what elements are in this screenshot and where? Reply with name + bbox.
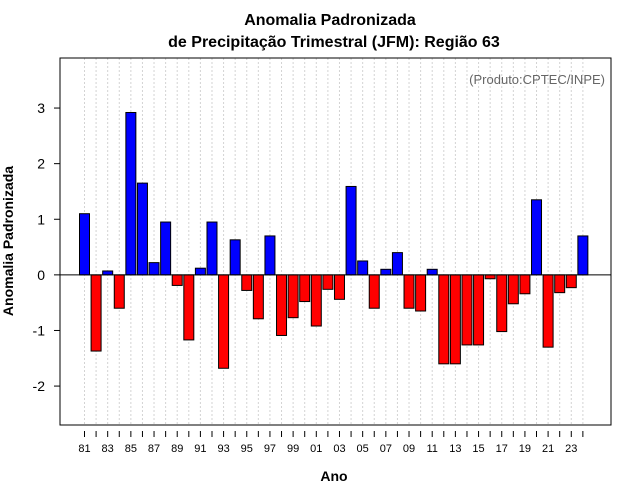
bar-1990 xyxy=(183,274,195,341)
vertical-gridlines xyxy=(84,58,584,425)
chart-title: Anomalia Padronizada xyxy=(244,12,416,29)
xtick-label: 21 xyxy=(542,443,554,455)
y-axis-ticks: -2 -1 0 1 2 3 xyxy=(33,100,60,394)
xtick-label: 81 xyxy=(78,443,90,455)
bar-2019 xyxy=(519,274,531,295)
bar-1999 xyxy=(287,274,299,319)
bar-1991 xyxy=(194,267,206,276)
bar-1984 xyxy=(113,274,125,309)
y-axis-title: Anomalia Padronizada xyxy=(0,166,16,316)
x-axis-ticks: 81 83 85 87 89 91 93 95 97 99 01 03 05 07 09 11 13 15 17 19… xyxy=(78,431,584,455)
x-axis-title: Ano xyxy=(320,468,347,484)
xtick-label: 23 xyxy=(565,443,577,455)
xtick-label: 11 xyxy=(426,443,437,455)
bar-2014 xyxy=(461,274,473,346)
bar-2003 xyxy=(333,274,345,300)
xtick-label: 05 xyxy=(357,443,369,455)
bar-2013 xyxy=(449,274,461,365)
xtick-label: 03 xyxy=(333,443,345,455)
bar-1995 xyxy=(241,274,253,291)
xtick-label: 87 xyxy=(148,443,160,455)
bar-2004 xyxy=(345,185,357,276)
bar-1982 xyxy=(90,274,102,352)
chart-subtitle: de Precipitação Trimestral (JFM): Região… xyxy=(168,34,500,51)
bar-2023 xyxy=(565,274,577,289)
bar-2021 xyxy=(542,274,554,348)
plot-frame xyxy=(59,57,612,426)
bar-2020 xyxy=(531,199,543,276)
xtick-label: 85 xyxy=(125,443,137,455)
xtick-label: 07 xyxy=(380,443,392,455)
bar-1981 xyxy=(79,213,90,276)
bar-2002 xyxy=(322,274,334,290)
bar-2022 xyxy=(554,274,566,294)
bar-2006 xyxy=(368,274,380,309)
xtick-label: 91 xyxy=(194,443,206,455)
bar-1985 xyxy=(125,111,137,276)
xtick-label: 99 xyxy=(287,443,299,455)
bar-2024 xyxy=(577,235,589,276)
bar-2007 xyxy=(380,268,392,276)
ytick-label: 2 xyxy=(37,156,45,172)
xtick-label: 95 xyxy=(241,443,253,455)
bar-1997 xyxy=(264,235,276,276)
bar-1988 xyxy=(160,221,172,276)
ytick-label: -2 xyxy=(33,378,46,394)
bar-1996 xyxy=(252,274,264,320)
bar-2010 xyxy=(415,274,427,312)
bar-series xyxy=(79,111,589,369)
bar-2000 xyxy=(299,274,311,303)
bar-2018 xyxy=(507,274,519,305)
bar-2015 xyxy=(473,274,485,346)
xtick-label: 19 xyxy=(519,443,531,455)
ytick-label: -1 xyxy=(33,322,46,338)
xtick-label: 93 xyxy=(217,443,229,455)
bar-1989 xyxy=(171,274,183,286)
bar-1987 xyxy=(148,262,160,276)
bar-2009 xyxy=(403,274,415,309)
xtick-label: 01 xyxy=(310,443,322,455)
product-credit: (Produto:CPTEC/INPE) xyxy=(469,72,605,87)
xtick-label: 09 xyxy=(403,443,415,455)
bar-2012 xyxy=(438,274,450,365)
xtick-label: 97 xyxy=(264,443,276,455)
bar-1994 xyxy=(229,239,241,276)
bar-2017 xyxy=(496,274,508,333)
bar-1998 xyxy=(276,274,288,336)
xtick-label: 15 xyxy=(472,443,484,455)
bar-2001 xyxy=(310,274,322,327)
ytick-label: 0 xyxy=(37,267,45,283)
xtick-label: 13 xyxy=(449,443,461,455)
ytick-label: 1 xyxy=(37,211,45,227)
bar-1983 xyxy=(102,270,114,276)
ytick-label: 3 xyxy=(37,100,45,116)
xtick-label: 89 xyxy=(171,443,183,455)
bar-2005 xyxy=(357,260,369,276)
bar-2008 xyxy=(391,252,403,276)
bar-1992 xyxy=(206,221,218,276)
bar-2016 xyxy=(484,274,496,280)
bar-1986 xyxy=(136,182,148,276)
bar-1993 xyxy=(218,274,230,369)
xtick-label: 17 xyxy=(496,443,508,455)
xtick-label: 83 xyxy=(102,443,114,455)
bar-2011 xyxy=(426,268,438,276)
